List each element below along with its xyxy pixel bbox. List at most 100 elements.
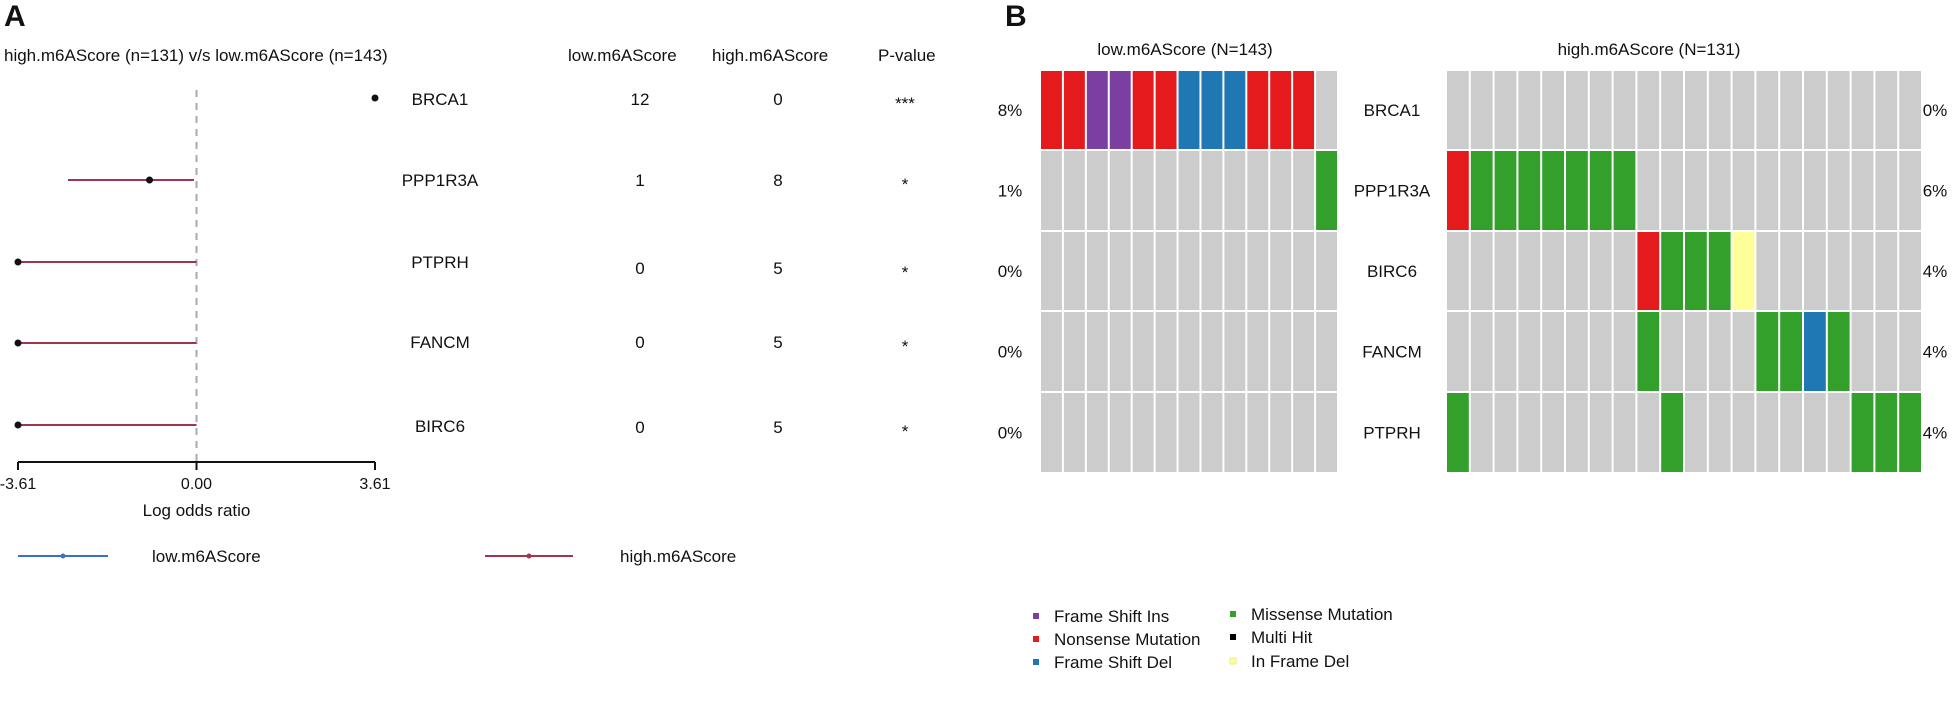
- high-count-ppp1r3a: 8: [773, 171, 782, 190]
- oncoplot-cell: [1470, 232, 1493, 310]
- oncoplot-cell: [1247, 393, 1269, 472]
- oncoplot-cell: [1518, 151, 1541, 230]
- legend-text-m: Missense Mutation: [1251, 605, 1393, 624]
- oncoplot-cell: [1566, 312, 1588, 391]
- oncoplot-cell: [1566, 393, 1588, 472]
- oncoplot-cell: [1637, 312, 1660, 391]
- oncoplot-cell: [1518, 232, 1541, 310]
- low-count-brca1: 12: [631, 90, 650, 109]
- oncoplot-cell: [1201, 232, 1223, 310]
- column-header-high: high.m6AScore: [712, 46, 828, 65]
- oncoplot-cell: [1447, 151, 1469, 230]
- oncoplot-cell: [1542, 393, 1564, 472]
- estimate-point-birc6: [14, 421, 22, 429]
- oncoplot-gene-label-fancm: FANCM: [1362, 343, 1422, 362]
- gene-label-fancm: FANCM: [410, 333, 470, 352]
- oncoplot-cell: [1178, 393, 1200, 472]
- oncoplot-cell: [1661, 312, 1683, 391]
- legend-marker-1: [526, 553, 532, 559]
- oncoplot-cell: [1201, 151, 1223, 230]
- oncoplot-cell: [1178, 71, 1200, 149]
- x-tick-label: 3.61: [359, 476, 390, 493]
- oncoplot-cell: [1086, 151, 1108, 230]
- column-header-low: low.m6AScore: [568, 46, 677, 65]
- oncoplot-cell: [1293, 71, 1315, 149]
- oncoplot-cell: [1470, 312, 1493, 391]
- oncoplot-group-1: [1447, 71, 1921, 472]
- oncoplot-cell: [1780, 312, 1802, 391]
- x-tick-label: 0.00: [181, 476, 212, 493]
- oncoplot-cell: [1875, 312, 1898, 391]
- oncoplot-cell: [1247, 71, 1269, 149]
- gene-label-birc6: BIRC6: [415, 417, 465, 436]
- oncoplot-cell: [1661, 151, 1683, 230]
- gene-label-ppp1r3a: PPP1R3A: [402, 171, 479, 190]
- oncoplot-cell: [1518, 393, 1541, 472]
- oncoplot-cell: [1637, 151, 1660, 230]
- oncoplot-cell: [1247, 151, 1269, 230]
- oncoplot-gene-label-ptprh: PTPRH: [1363, 424, 1421, 443]
- oncoplot-cell: [1470, 151, 1493, 230]
- oncoplot-cell: [1293, 151, 1315, 230]
- oncoplot-cell: [1109, 393, 1131, 472]
- oncoplot-cell: [1293, 312, 1315, 391]
- oncoplot-cell: [1518, 71, 1541, 149]
- estimate-point-ppp1r3a: [146, 176, 154, 184]
- oncoplot-cell: [1494, 71, 1517, 149]
- high-percent-brca1: 0%: [1923, 101, 1948, 120]
- low-percent-ppp1r3a: 1%: [998, 182, 1023, 201]
- column-header-pvalue: P-value: [878, 46, 936, 65]
- oncoplot-cell: [1041, 312, 1062, 391]
- oncoplot-cell: [1827, 151, 1850, 230]
- oncoplot-cell: [1316, 232, 1337, 310]
- oncoplot-cell: [1063, 71, 1085, 149]
- oncoplot-cell: [1613, 71, 1636, 149]
- oncoplot-cell: [1685, 393, 1707, 472]
- oncoplot-cell: [1613, 393, 1636, 472]
- p-value-brca1: ***: [895, 94, 915, 113]
- oncoplot-cell: [1637, 71, 1660, 149]
- oncoplot-cell: [1780, 151, 1802, 230]
- oncoplot-cell: [1661, 393, 1683, 472]
- oncoplot-cell: [1063, 151, 1085, 230]
- oncoplot-low-title: low.m6AScore (N=143): [1097, 40, 1272, 59]
- low-percent-fancm: 0%: [998, 343, 1023, 362]
- oncoplot-cell: [1589, 71, 1612, 149]
- oncoplot-cell: [1613, 151, 1636, 230]
- oncoplot-cell: [1851, 71, 1874, 149]
- high-percent-ppp1r3a: 6%: [1923, 182, 1948, 201]
- oncoplot-cell: [1756, 151, 1779, 230]
- oncoplot-cell: [1041, 71, 1062, 149]
- oncoplot-cell: [1804, 312, 1826, 391]
- oncoplot-cell: [1086, 393, 1108, 472]
- gene-label-brca1: BRCA1: [412, 90, 469, 109]
- low-count-fancm: 0: [635, 333, 644, 352]
- oncoplot-cell: [1086, 312, 1108, 391]
- oncoplot-cell: [1899, 151, 1921, 230]
- oncoplot-cell: [1155, 151, 1177, 230]
- legend-swatch-n: [1033, 636, 1039, 642]
- oncoplot-cell: [1566, 71, 1588, 149]
- oncoplot-cell: [1316, 393, 1337, 472]
- oncoplot-cell: [1637, 393, 1660, 472]
- legend-swatch-m: [1230, 611, 1236, 617]
- high-count-fancm: 5: [773, 333, 782, 352]
- oncoplot-cell: [1732, 71, 1755, 149]
- oncoplot-cell: [1224, 151, 1246, 230]
- oncoplot-cell: [1247, 312, 1269, 391]
- oncoplot-cell: [1685, 71, 1707, 149]
- oncoplot-cell: [1447, 312, 1469, 391]
- oncoplot-cell: [1542, 312, 1564, 391]
- legend-swatch-f: [1033, 613, 1039, 619]
- high-count-ptprh: 5: [773, 259, 782, 278]
- oncoplot-cell: [1109, 232, 1131, 310]
- low-percent-birc6: 0%: [998, 262, 1023, 281]
- oncoplot-cell: [1708, 71, 1731, 149]
- oncoplot-gene-label-brca1: BRCA1: [1364, 101, 1421, 120]
- oncoplot-cell: [1109, 71, 1131, 149]
- oncoplot-cell: [1732, 312, 1755, 391]
- oncoplot-cell: [1875, 393, 1898, 472]
- oncoplot-gene-label-birc6: BIRC6: [1367, 262, 1417, 281]
- oncoplot-cell: [1316, 151, 1337, 230]
- oncoplot-cell: [1132, 232, 1154, 310]
